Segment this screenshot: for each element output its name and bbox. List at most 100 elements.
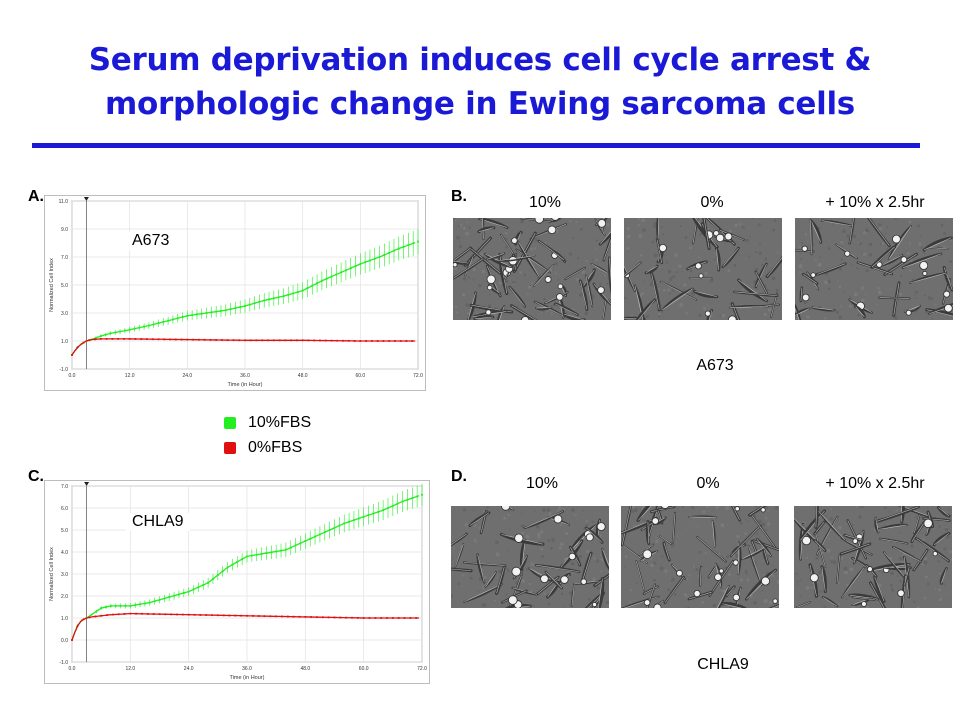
data-point — [152, 323, 155, 326]
data-point — [287, 293, 290, 296]
background-speck — [576, 257, 580, 260]
data-point — [143, 325, 145, 328]
background-speck — [761, 590, 764, 592]
background-speck — [908, 220, 912, 224]
cell-edge — [485, 571, 497, 588]
data-point — [330, 275, 333, 278]
cell-edge — [478, 227, 494, 232]
data-point — [157, 338, 160, 341]
slide-title-line-2: morphologic change in Ewing sarcoma cell… — [105, 86, 855, 122]
data-point — [94, 338, 96, 341]
cell-edge — [621, 543, 648, 564]
background-speck — [661, 555, 664, 558]
background-speck — [757, 223, 761, 227]
background-speck — [838, 285, 842, 289]
data-point — [82, 618, 85, 621]
cell-body — [754, 262, 768, 289]
data-point — [100, 614, 103, 617]
rounded-cell — [694, 262, 702, 270]
background-speck — [683, 593, 688, 597]
rounded-cell — [897, 589, 905, 597]
legend-label: 0%FBS — [248, 438, 303, 456]
cell-body — [925, 308, 953, 317]
cell-edge — [602, 300, 607, 320]
background-speck — [732, 288, 734, 290]
background-speck — [735, 554, 740, 558]
cell-body — [799, 509, 826, 542]
data-point — [211, 614, 213, 617]
rounded-cell — [660, 506, 670, 509]
micrograph-image — [794, 506, 952, 608]
cell-body — [477, 226, 496, 234]
data-point — [90, 613, 93, 616]
cell-edge — [511, 305, 537, 320]
background-speck — [886, 247, 888, 250]
data-point — [275, 615, 278, 618]
cell-edge — [855, 306, 865, 318]
background-speck — [712, 603, 717, 608]
background-speck — [585, 523, 589, 527]
background-speck — [856, 267, 859, 270]
background-speck — [456, 311, 459, 314]
background-speck — [686, 577, 689, 581]
cell-body — [468, 511, 491, 528]
chart-a673-label: A673 — [126, 232, 176, 250]
background-speck — [583, 527, 585, 530]
background-speck — [764, 516, 768, 520]
data-point — [324, 339, 327, 342]
background-speck — [492, 228, 494, 231]
cell-edge — [538, 240, 565, 261]
data-point — [105, 338, 108, 340]
cell-edge — [902, 575, 906, 608]
background-speck — [570, 561, 575, 566]
slide-title: Serum deprivation induces cell cycle arr… — [0, 38, 960, 126]
data-point — [238, 339, 241, 342]
data-point — [109, 332, 112, 335]
cell-edge — [659, 536, 672, 545]
background-speck — [728, 229, 732, 233]
data-point — [146, 338, 148, 341]
background-speck — [862, 252, 867, 256]
background-speck — [846, 234, 850, 238]
data-point — [357, 517, 360, 520]
data-point — [196, 313, 198, 316]
background-speck — [554, 272, 557, 275]
background-speck — [606, 223, 610, 227]
cell-edge — [766, 257, 782, 277]
background-speck — [914, 296, 917, 299]
cell-edge — [474, 316, 494, 320]
cell-edge — [857, 262, 893, 275]
x-tick-label: 60.0 — [359, 666, 369, 672]
background-speck — [709, 278, 714, 283]
cell-body — [706, 308, 714, 320]
background-speck — [591, 520, 594, 524]
rounded-cell — [761, 576, 770, 586]
background-speck — [554, 262, 558, 266]
data-point — [236, 561, 239, 563]
background-speck — [665, 261, 669, 264]
cell-edge — [841, 543, 870, 555]
data-point — [163, 338, 166, 341]
cell-edge — [582, 553, 592, 581]
background-speck — [822, 218, 825, 219]
background-speck — [592, 577, 596, 582]
data-point — [353, 340, 356, 342]
panel-d-condition-10: 10% — [525, 475, 559, 492]
background-speck — [823, 280, 828, 285]
background-speck — [876, 304, 879, 306]
data-point — [95, 336, 97, 339]
background-speck — [745, 518, 747, 521]
data-point — [356, 616, 359, 619]
background-speck — [462, 574, 465, 577]
cell-edge — [451, 533, 467, 546]
cell-edge — [852, 596, 875, 601]
data-point — [111, 338, 114, 340]
data-point — [321, 616, 324, 619]
data-point — [362, 515, 365, 518]
background-speck — [675, 271, 678, 274]
data-point — [152, 613, 155, 615]
background-speck — [723, 567, 725, 569]
background-speck — [843, 566, 848, 571]
background-speck — [660, 225, 664, 229]
background-speck — [879, 243, 882, 246]
